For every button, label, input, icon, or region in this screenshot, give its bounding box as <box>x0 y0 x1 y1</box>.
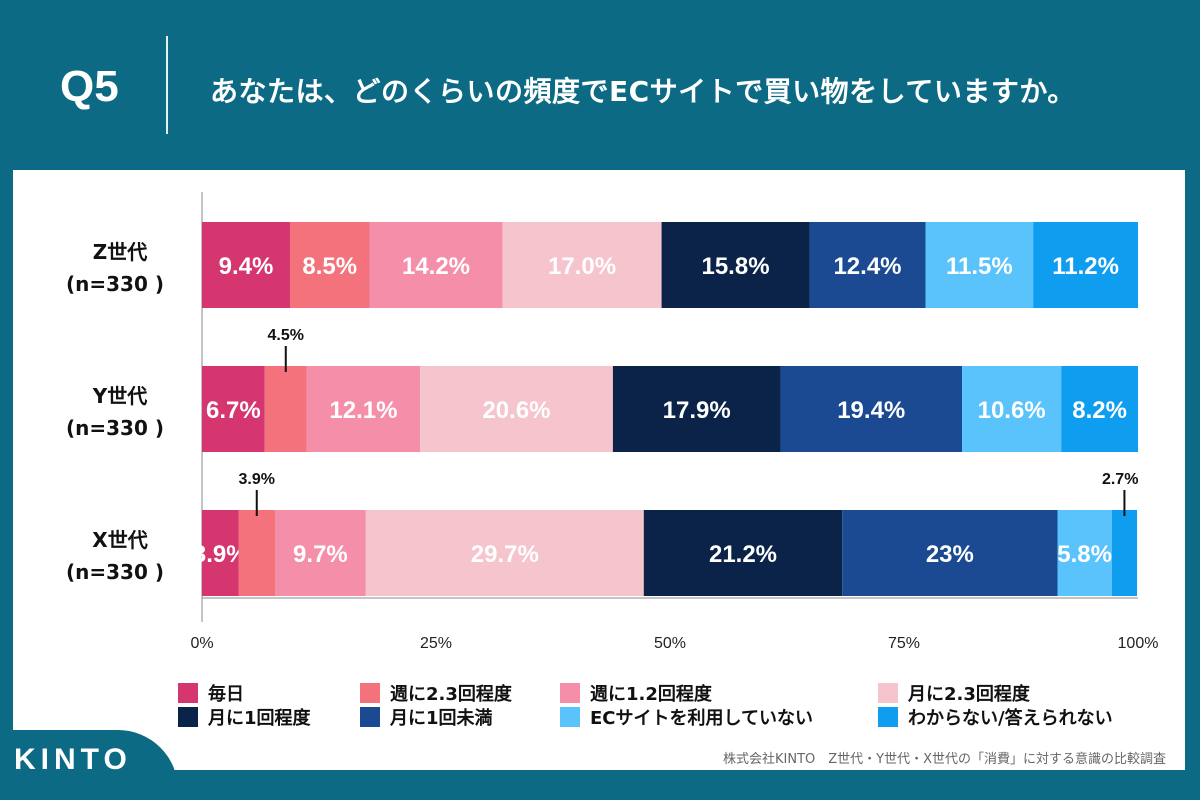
data-label: 17.0% <box>548 253 616 280</box>
legend-label: 週に1.2回程度 <box>590 684 712 705</box>
bar-segment <box>1061 366 1138 452</box>
x-tick-label: 100% <box>1118 635 1159 652</box>
data-label: 5.8% <box>1057 541 1112 568</box>
data-label: 3.9% <box>193 541 248 568</box>
question-number: Q5 <box>60 62 119 111</box>
bar-segment <box>643 510 843 596</box>
legend-label: 毎日 <box>208 684 244 705</box>
callout-label: 2.7% <box>1102 471 1138 488</box>
legend-item: わからない/答えられない <box>878 704 1113 730</box>
legend-item: ECサイトを利用していない <box>560 704 813 730</box>
legend-swatch <box>560 683 580 703</box>
bar-segment <box>238 510 276 596</box>
row-label: Z世代 <box>93 240 148 264</box>
bar-segment <box>202 366 265 452</box>
data-label: 23% <box>926 541 974 568</box>
data-label: 11.2% <box>1052 253 1119 280</box>
callout-label: 3.9% <box>239 471 275 488</box>
bar-segment <box>962 366 1062 452</box>
source-note: 株式会社KINTO Z世代・Y世代・X世代の「消費」に対する意識の比較調査 <box>722 752 1166 767</box>
x-tick-label: 25% <box>420 635 452 652</box>
bar-segment <box>1033 222 1138 308</box>
bar-segment <box>306 366 421 452</box>
bar-segment <box>365 510 644 596</box>
bar-segment <box>289 222 370 308</box>
legend-label: 月に1回未満 <box>390 708 493 729</box>
legend-item: 週に2.3回程度 <box>360 680 512 706</box>
data-label: 21.2% <box>709 541 777 568</box>
header: Q5 あなたは、どのくらいの頻度でECサイトで買い物をしていますか。 <box>0 0 1200 170</box>
row-sample-size: (n=330 ) <box>66 560 164 584</box>
kinto-logo: KINTO <box>0 730 178 800</box>
legend-label: 月に1回程度 <box>208 708 311 729</box>
row-sample-size: (n=330 ) <box>66 272 164 296</box>
legend-item: 月に1回未満 <box>360 704 493 730</box>
bar-segment <box>420 366 613 452</box>
data-label: 19.4% <box>837 397 905 424</box>
row-label: X世代 <box>92 528 147 552</box>
legend-label: ECサイトを利用していない <box>590 708 813 729</box>
bar-segment <box>809 222 926 308</box>
data-label: 8.2% <box>1072 397 1127 424</box>
data-label: 6.7% <box>206 397 261 424</box>
logo-text: KINTO <box>14 743 132 776</box>
legend-swatch <box>178 707 198 727</box>
data-label: 17.9% <box>663 397 731 424</box>
bar-segment <box>780 366 963 452</box>
data-label: 8.5% <box>302 253 357 280</box>
question-title: あなたは、どのくらいの頻度でECサイトで買い物をしていますか。 <box>210 75 1076 108</box>
data-label: 9.4% <box>219 253 274 280</box>
legend-label: 月に2.3回程度 <box>908 684 1030 705</box>
bar-segment <box>502 222 662 308</box>
bar-segment <box>202 222 290 308</box>
data-label: 20.6% <box>482 397 550 424</box>
row-sample-size: (n=330 ) <box>66 416 164 440</box>
bar-segment <box>1057 510 1112 596</box>
legend-swatch <box>178 683 198 703</box>
callout-label: 4.5% <box>268 327 304 344</box>
bar-segment <box>275 510 366 596</box>
legend-item: 月に1回程度 <box>178 704 311 730</box>
legend-label: わからない/答えられない <box>908 708 1113 729</box>
legend-item: 週に1.2回程度 <box>560 680 712 706</box>
bar-segment <box>612 366 781 452</box>
header-divider <box>166 36 168 134</box>
legend-swatch <box>360 707 380 727</box>
legend-swatch <box>560 707 580 727</box>
legend-swatch <box>360 683 380 703</box>
legend-swatch <box>878 707 898 727</box>
data-label: 14.2% <box>402 253 470 280</box>
legend-swatch <box>878 683 898 703</box>
data-label: 9.7% <box>293 541 348 568</box>
bar-segment <box>369 222 503 308</box>
bar-segment <box>661 222 810 308</box>
legend-item: 月に2.3回程度 <box>878 680 1030 706</box>
data-label: 11.5% <box>946 253 1013 280</box>
legend-item: 毎日 <box>178 680 244 706</box>
data-label: 29.7% <box>471 541 539 568</box>
data-label: 12.4% <box>833 253 901 280</box>
x-tick-label: 50% <box>654 635 686 652</box>
row-label: Y世代 <box>92 384 147 408</box>
x-tick-label: 0% <box>190 635 213 652</box>
x-tick-label: 75% <box>888 635 920 652</box>
bar-segment <box>264 366 307 452</box>
bar-segment <box>1111 510 1138 596</box>
data-label: 12.1% <box>329 397 397 424</box>
bar-segment <box>842 510 1058 596</box>
data-label: 10.6% <box>978 397 1046 424</box>
bar-segment <box>202 510 239 596</box>
data-label: 15.8% <box>701 253 769 280</box>
bar-segment <box>925 222 1034 308</box>
legend-label: 週に2.3回程度 <box>390 684 512 705</box>
